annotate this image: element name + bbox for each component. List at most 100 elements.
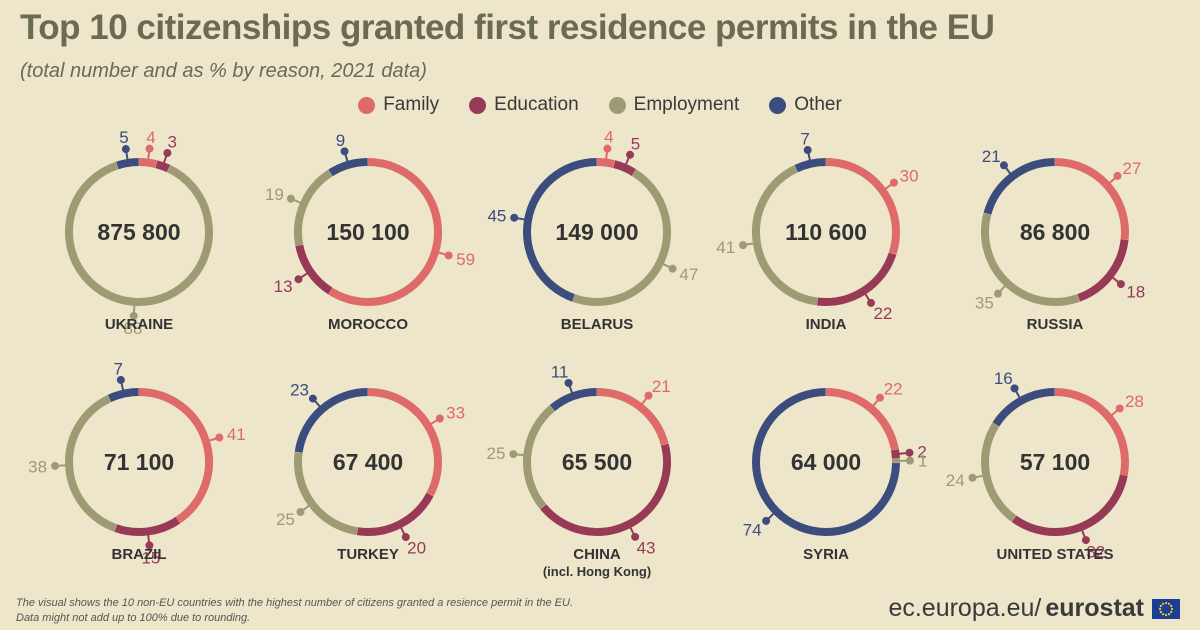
segment-china-other: [549, 388, 597, 412]
value-label-china-education: 43: [637, 539, 656, 558]
leader-dot-united-states-family: [1115, 404, 1124, 413]
country-name-morocco: MOROCCO: [328, 316, 408, 333]
footnote: The visual shows the 10 non-EU countries…: [16, 596, 573, 626]
country-name-turkey: TURKEY: [337, 546, 399, 563]
leader-dot-china-education: [631, 532, 640, 541]
donut-united-states: 28 32 24 16 57 100 UNITED STATES: [946, 369, 1144, 563]
value-label-belarus-family: 4: [604, 128, 613, 147]
leader-dot-morocco-employment: [286, 194, 295, 203]
segment-united-states-other: [992, 388, 1055, 427]
leader-dot-brazil-education: [145, 541, 154, 550]
segment-morocco-other: [328, 158, 368, 177]
value-label-russia-family: 27: [1122, 159, 1141, 178]
leader-dot-india-employment: [739, 241, 748, 250]
chart-title: Top 10 citizenships granted first reside…: [20, 8, 995, 47]
footnote-line-1: The visual shows the 10 non-EU countries…: [16, 597, 574, 609]
leader-dot-belarus-employment: [668, 264, 677, 273]
country-sub-china: (incl. Hong Kong): [543, 564, 651, 579]
legend-label-other: Other: [794, 94, 842, 115]
leader-dot-india-other: [803, 146, 812, 155]
segment-russia-education: [1077, 239, 1129, 302]
segment-russia-other: [983, 158, 1055, 215]
leader-dot-india-education: [867, 298, 876, 307]
value-label-brazil-other: 7: [114, 359, 123, 378]
value-label-india-family: 30: [900, 167, 919, 186]
segment-india-family: [825, 158, 900, 255]
segment-belarus-education: [613, 160, 637, 177]
leader-dot-brazil-employment: [51, 461, 60, 470]
value-label-india-education: 22: [873, 304, 892, 323]
value-label-morocco-employment: 19: [265, 185, 284, 204]
donut-belarus: 4 5 47 45 149 000 BELARUS: [487, 128, 698, 333]
segment-ukraine-education: [155, 160, 171, 173]
total-united-states: 57 100: [1020, 449, 1090, 475]
donut-turkey: 33 20 25 23 67 400 TURKEY: [276, 381, 465, 563]
value-label-morocco-other: 9: [336, 131, 345, 150]
value-label-ukraine-family: 4: [146, 128, 155, 147]
value-label-morocco-family: 59: [456, 250, 475, 269]
leader-dot-china-employment: [509, 450, 518, 459]
leader-dot-syria-education: [905, 448, 914, 457]
legend-item-other: Other: [769, 94, 842, 116]
donut-morocco: 59 13 19 9 150 100 MOROCCO: [265, 131, 475, 333]
segment-india-other: [794, 158, 826, 173]
segment-united-states-education: [1011, 474, 1128, 536]
segment-syria-other: [752, 388, 900, 536]
value-label-turkey-other: 23: [290, 381, 309, 400]
donut-brazil: 41 15 38 7 71 100 BRAZIL: [28, 359, 246, 567]
total-turkey: 67 400: [333, 449, 403, 475]
segment-china-employment: [522, 405, 555, 510]
leader-dot-russia-employment: [993, 289, 1002, 298]
total-russia: 86 800: [1020, 219, 1090, 245]
segment-belarus-employment: [572, 169, 671, 306]
leader-dot-china-other: [564, 378, 573, 387]
leader-dot-turkey-other: [308, 394, 317, 403]
value-label-belarus-education: 5: [631, 135, 640, 154]
value-label-china-other: 11: [551, 363, 569, 382]
value-label-ukraine-other: 5: [119, 128, 128, 147]
segment-morocco-family: [328, 158, 442, 306]
segment-brazil-other: [107, 388, 139, 403]
source-prefix: ec.europa.eu/: [888, 594, 1042, 622]
leader-dot-syria-other: [762, 516, 771, 525]
leader-dot-united-states-other: [1010, 384, 1019, 393]
segment-united-states-family: [1054, 388, 1129, 476]
segment-brazil-employment: [65, 395, 117, 532]
value-label-belarus-other: 45: [487, 207, 506, 226]
leader-dot-brazil-other: [116, 375, 125, 384]
segment-morocco-education: [295, 244, 333, 295]
value-label-brazil-employment: 38: [28, 457, 47, 476]
source-brand: eurostat: [1045, 594, 1144, 622]
value-label-russia-other: 21: [982, 147, 1001, 166]
total-syria: 64 000: [791, 449, 861, 475]
donut-india: 30 22 41 7 110 600 INDIA: [716, 129, 918, 333]
leader-dot-belarus-education: [626, 150, 635, 159]
leader-dot-syria-family: [875, 393, 884, 402]
leader-dot-russia-other: [999, 161, 1008, 170]
segment-turkey-employment: [294, 451, 358, 536]
value-label-brazil-education: 15: [141, 548, 160, 567]
country-name-russia: RUSSIA: [1027, 316, 1084, 333]
leader-dot-syria-employment: [905, 456, 914, 465]
value-label-india-employment: 41: [716, 238, 735, 257]
leader-dot-turkey-employment: [296, 508, 305, 517]
value-label-china-family: 21: [652, 377, 671, 396]
legend-dot-family: [358, 96, 376, 114]
segment-syria-education: [890, 449, 900, 459]
value-label-syria-employment: 1: [918, 451, 927, 470]
segment-ukraine-family: [138, 158, 158, 169]
leader-dot-belarus-other: [510, 213, 519, 222]
leader-dot-brazil-family: [215, 433, 224, 442]
segment-turkey-family: [367, 388, 442, 497]
leader-dot-india-family: [889, 178, 898, 187]
segment-ukraine-employment: [65, 161, 213, 306]
leader-dot-morocco-education: [294, 275, 303, 284]
leader-dot-turkey-family: [435, 414, 444, 423]
country-name-ukraine: UKRAINE: [105, 316, 173, 333]
value-label-turkey-family: 33: [446, 403, 465, 422]
legend-item-education: Education: [469, 94, 579, 116]
value-label-united-states-employment: 24: [946, 471, 965, 490]
donut-russia: 27 18 35 21 86 800 RUSSIA: [975, 147, 1145, 333]
donut-ukraine: 4 3 88 5 875 800 UKRAINE: [65, 128, 213, 338]
